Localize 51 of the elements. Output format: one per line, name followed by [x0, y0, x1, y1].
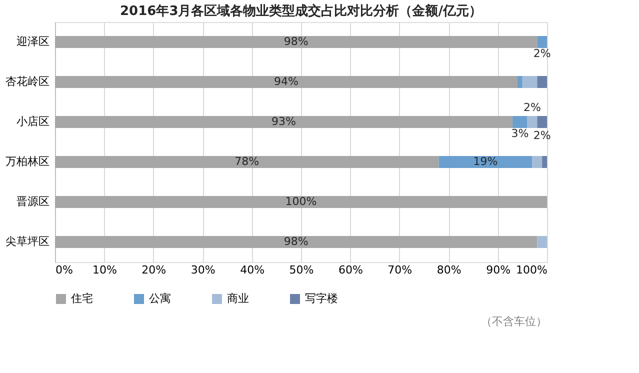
data-label: 2%	[533, 129, 551, 142]
bar	[537, 236, 547, 248]
y-tick-label: 小店区	[16, 115, 50, 128]
data-label: 100%	[285, 195, 317, 208]
bar	[537, 76, 547, 88]
legend-label: 商业	[227, 292, 249, 305]
bar	[438, 156, 532, 168]
x-tick-label: 80%	[436, 264, 462, 276]
data-label: 94%	[274, 75, 298, 88]
bar	[512, 116, 528, 128]
bar	[55, 236, 538, 248]
bar	[55, 36, 538, 48]
x-tick-label: 30%	[190, 264, 216, 276]
chart-title: 2016年3月各区域各物业类型成交占比对比分析（金额/亿元）	[120, 3, 482, 19]
bar	[55, 196, 547, 208]
bar	[527, 116, 538, 128]
data-label: 93%	[272, 115, 296, 128]
y-tick-label: 迎泽区	[16, 35, 50, 48]
x-tick-label: 90%	[486, 264, 511, 276]
x-tick-label: 0%	[56, 264, 73, 276]
data-label: 98%	[284, 235, 308, 248]
bar	[55, 116, 513, 128]
x-tick-label: 40%	[240, 264, 265, 276]
legend-label: 公寓	[149, 292, 171, 305]
text: （不含车位）	[481, 315, 547, 328]
bar	[532, 156, 542, 168]
bar	[542, 156, 547, 168]
data-label: 98%	[284, 35, 308, 48]
x-tick-label: 60%	[338, 264, 363, 276]
bar	[522, 76, 538, 88]
bar	[537, 36, 547, 48]
data-label: 3%	[511, 127, 529, 140]
bar	[517, 76, 522, 88]
x-tick-label: 70%	[388, 264, 412, 276]
x-tick-label: 50%	[289, 264, 314, 276]
x-tick-label: 10%	[92, 264, 117, 276]
legend-label: 写字楼	[305, 292, 338, 305]
y-tick-label: 晋源区	[16, 195, 50, 208]
x-tick-label: 20%	[142, 264, 166, 276]
y-tick-label: 杏花岭区	[6, 75, 50, 88]
legend-label: 住宅	[71, 292, 93, 305]
y-tick-label: 万柏林区	[6, 155, 50, 168]
bar	[55, 76, 518, 88]
data-label: 19%	[473, 155, 498, 168]
data-label: 2%	[533, 47, 551, 60]
bar	[537, 116, 547, 128]
x-tick-label: 100%	[516, 264, 548, 276]
y-tick-label: 尖草坪区	[6, 235, 50, 248]
data-label: 2%	[524, 101, 541, 114]
data-label: 78%	[234, 155, 260, 168]
bar	[55, 156, 439, 168]
